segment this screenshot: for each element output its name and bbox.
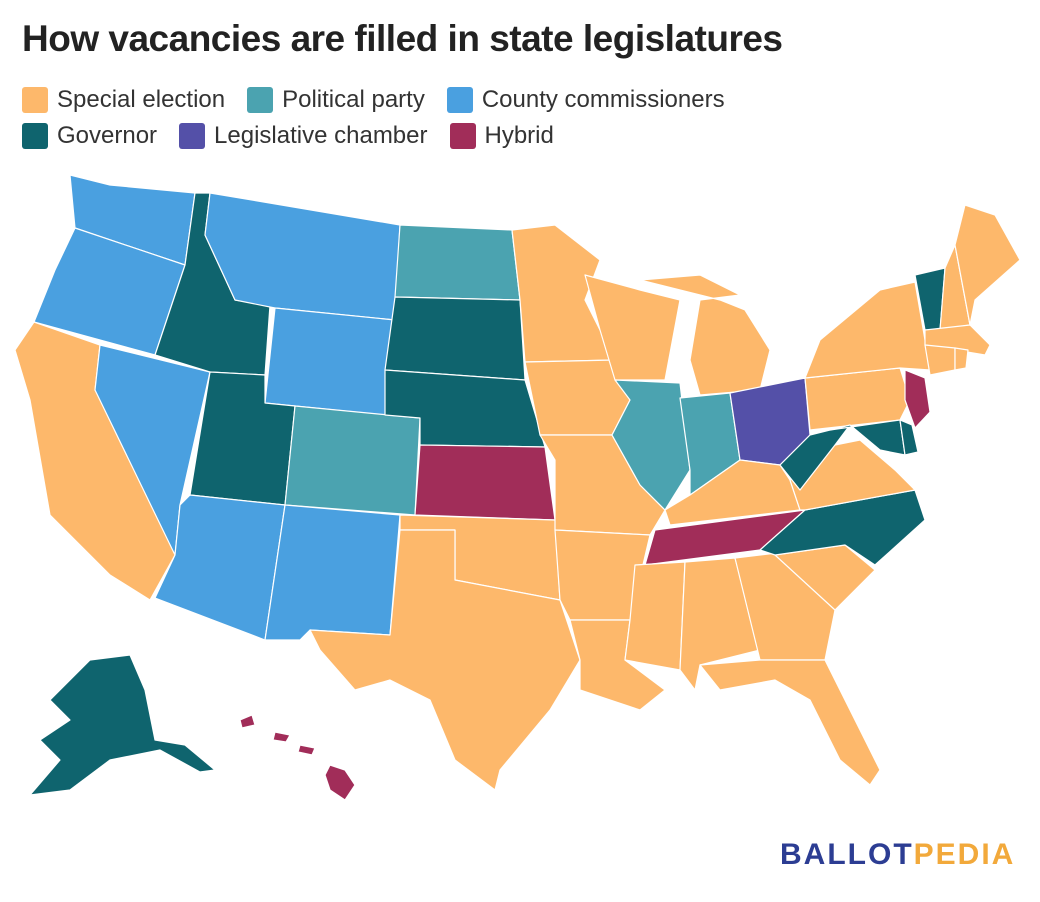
state-KY[interactable] [664,459,801,526]
state-ND[interactable] [394,224,521,301]
state-TX[interactable] [309,529,581,791]
state-OR[interactable] [33,227,186,356]
legend-row-2: Governor Legislative chamber Hybrid [22,118,1022,154]
state-HI[interactable] [239,714,356,801]
legend-swatch [22,87,48,113]
legend: Special election Political party County … [22,82,1022,154]
legend-swatch [179,123,206,149]
legend-item-hybrid: Hybrid [449,122,554,150]
state-WI[interactable] [584,274,681,381]
state-MD[interactable] [829,419,906,456]
logo-part-1: BALLOT [780,838,914,871]
legend-label: Special election [57,86,226,113]
state-DE[interactable] [899,419,919,456]
state-NY[interactable] [804,281,931,379]
state-SD[interactable] [384,296,526,381]
legend-swatch [449,123,476,149]
state-CT[interactable] [924,344,956,376]
state-FL[interactable] [699,659,881,786]
legend-item-political-party: Political party [247,86,425,114]
legend-item-governor: Governor [22,122,157,150]
legend-swatch [446,87,473,113]
legend-row-1: Special election Political party County … [22,82,1022,118]
legend-item-special-election: Special election [22,86,225,114]
legend-label: Political party [282,86,425,113]
legend-label: Governor [57,122,158,149]
state-NM[interactable] [264,504,401,641]
legend-item-legislative-chamber: Legislative chamber [179,122,428,150]
state-MI[interactable] [639,274,771,396]
legend-swatch [22,123,48,149]
state-KS[interactable] [414,444,556,521]
state-RI[interactable] [954,347,969,371]
state-CO[interactable] [284,405,421,516]
state-NJ[interactable] [904,369,931,429]
state-MS[interactable] [624,561,686,671]
chart-title: How vacancies are filled in state legisl… [22,18,783,59]
ballotpedia-logo: BALLOTPEDIA [780,838,1015,872]
us-map [14,174,1021,801]
state-WY[interactable] [264,307,396,416]
legend-label: Hybrid [484,122,554,149]
state-AK[interactable] [29,654,216,796]
legend-label: Legislative chamber [214,122,428,149]
legend-label: County commissioners [481,86,725,113]
legend-item-county-commissioners: County commissioners [446,86,725,114]
logo-part-2: PEDIA [913,838,1016,871]
legend-swatch [247,87,274,113]
